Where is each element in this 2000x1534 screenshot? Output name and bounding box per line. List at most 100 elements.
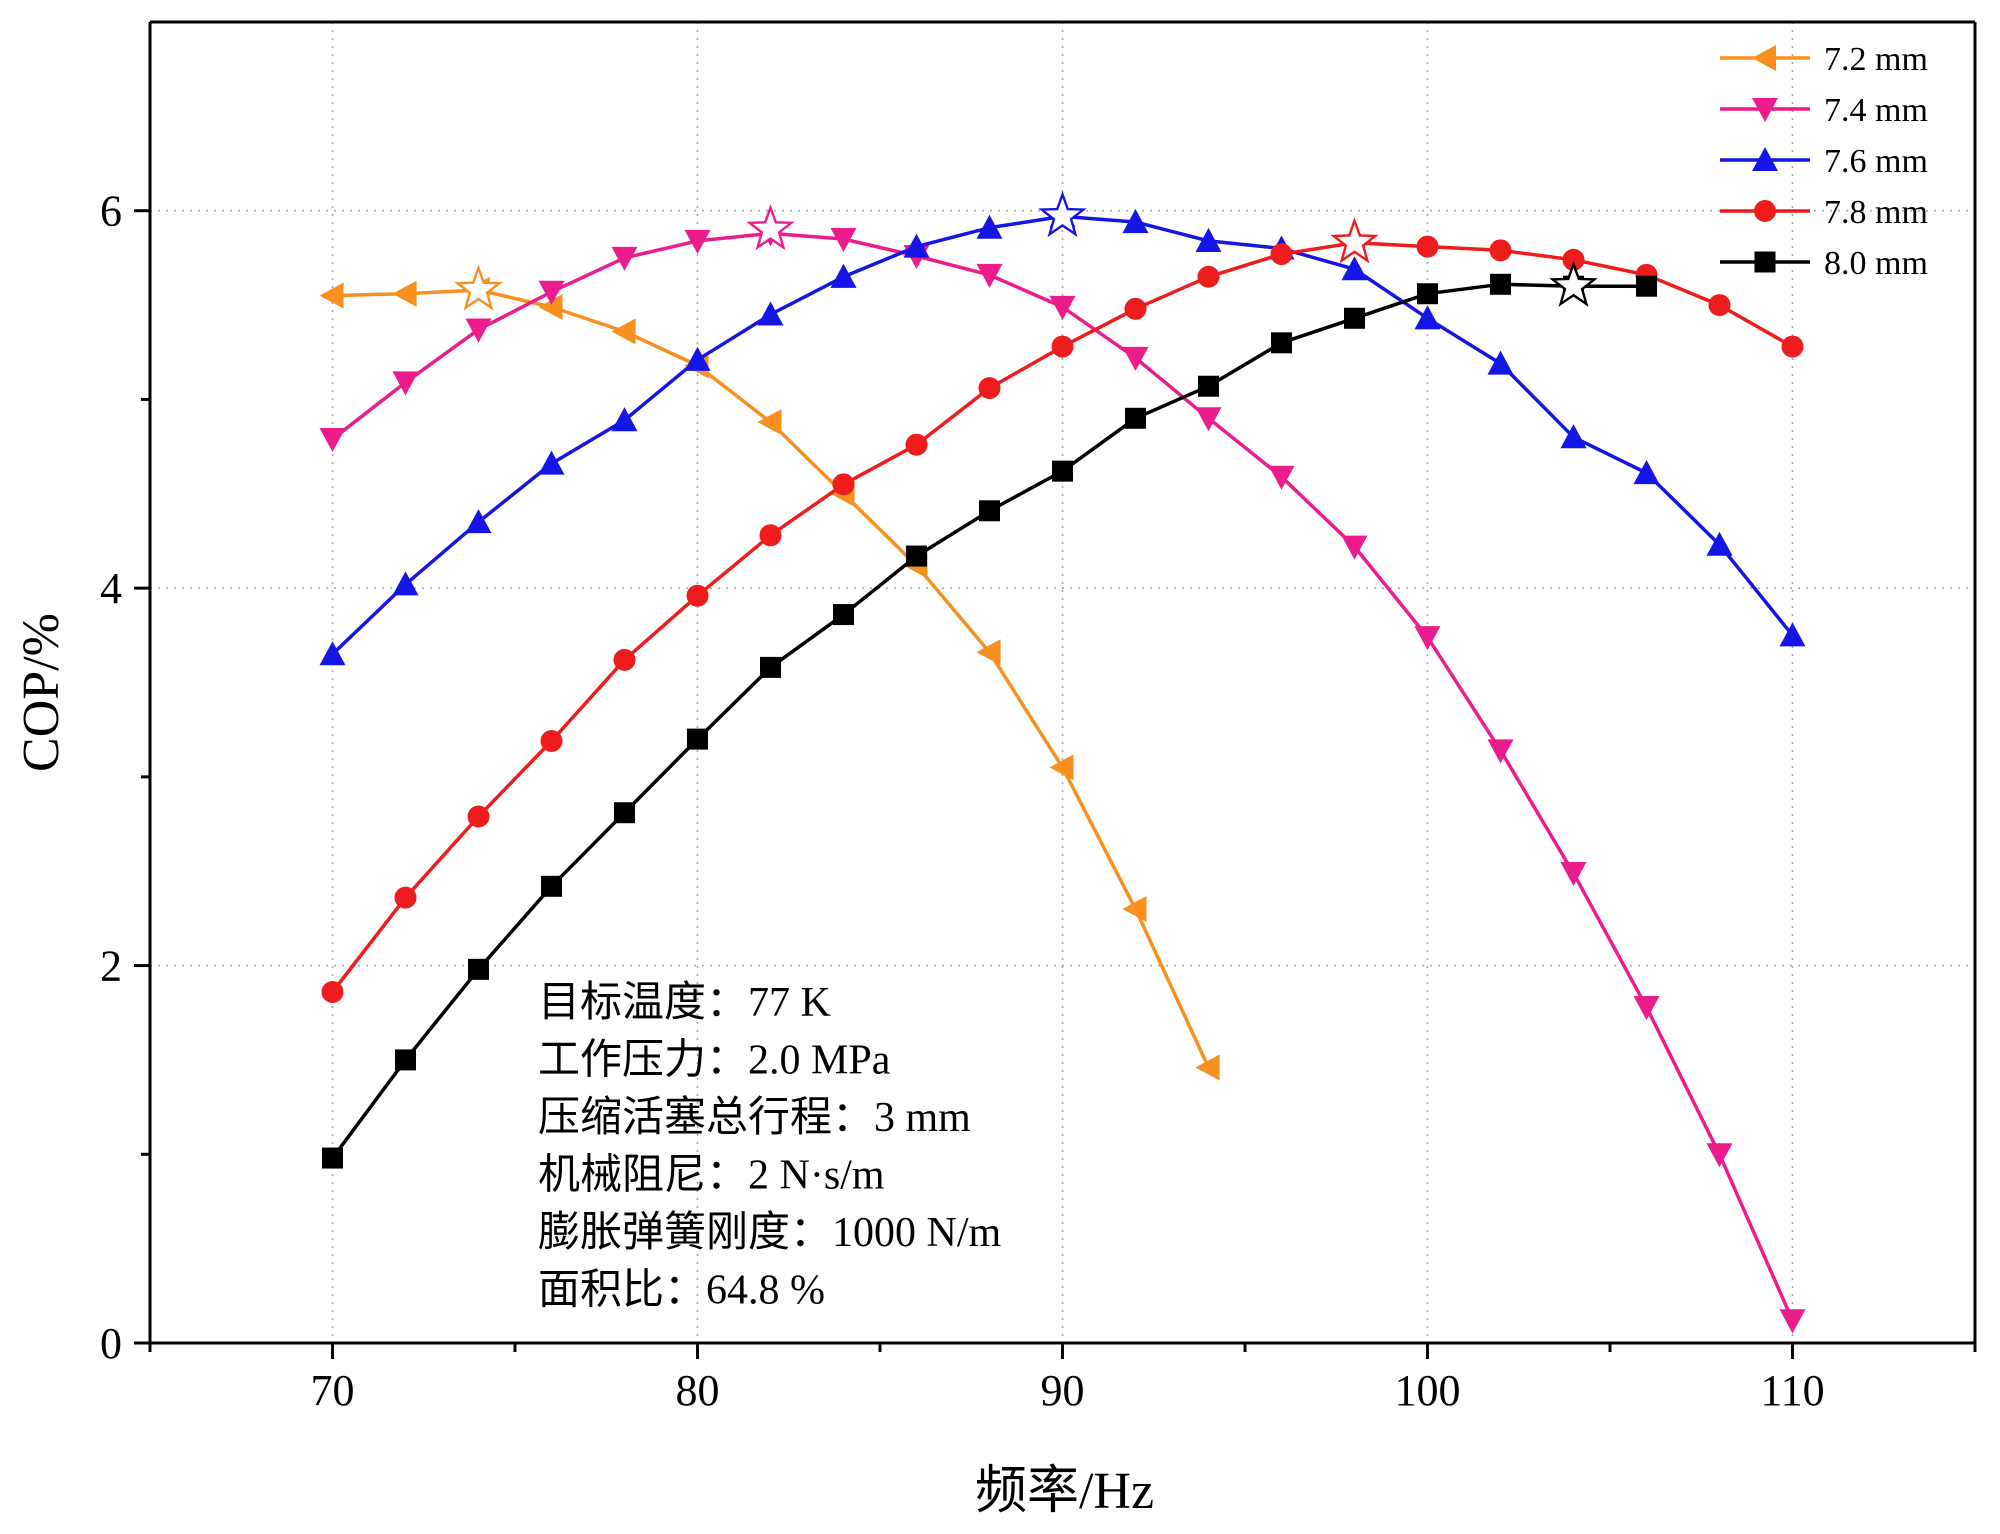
data-point [1197, 265, 1220, 288]
data-point [538, 293, 563, 320]
x-tick-label: 80 [676, 1366, 720, 1415]
y-axis-title: COP/% [13, 613, 70, 772]
data-point [686, 584, 709, 607]
data-point [1122, 209, 1149, 234]
optimum-star-marker [1330, 217, 1379, 264]
legend: 7.2 mm 7.4 mm 7.6 mm 7.8 mm 8.0 mm [1720, 41, 1928, 282]
data-point [1633, 460, 1660, 485]
data-point [976, 263, 1003, 288]
optimum-star-marker [1038, 190, 1087, 238]
data-point [757, 409, 782, 436]
data-point [1779, 1309, 1806, 1334]
data-point [1125, 407, 1146, 429]
data-point [1490, 273, 1511, 295]
axis-layer: 70 80 90 100 110 0 2 4 6 频率/Hz COP/% [13, 20, 1977, 1520]
legend-marker [1752, 97, 1778, 122]
data-point [1417, 283, 1438, 305]
data-point [1489, 239, 1512, 262]
series-4 [322, 260, 1657, 1169]
data-point [1271, 332, 1292, 354]
series-1 [319, 204, 1806, 1334]
parameter-note: 工作压力：2.0 MPa [538, 1038, 891, 1084]
data-point [322, 1147, 343, 1169]
data-point [392, 371, 419, 396]
data-point [906, 545, 927, 567]
data-point [538, 450, 565, 475]
data-point [1487, 739, 1514, 764]
optimum-star-marker [454, 264, 503, 311]
data-point [1341, 535, 1368, 560]
data-point [1268, 465, 1295, 490]
optimum-star-marker [746, 204, 795, 251]
data-point [1414, 305, 1441, 330]
annotation-box: 目标温度：77 K 工作压力：2.0 MPa 压缩活塞总行程：3 mm 机械阻尼：2 … [538, 980, 1002, 1314]
data-point [979, 500, 1000, 522]
data-point [395, 1049, 416, 1071]
data-point [1706, 1143, 1733, 1168]
data-point [760, 656, 781, 678]
data-point [321, 980, 344, 1003]
y-tick-label: 0 [100, 1319, 122, 1368]
data-point [1636, 275, 1657, 297]
data-point [1487, 350, 1514, 375]
data-point [1122, 346, 1149, 371]
data-point [319, 282, 344, 309]
data-point [1052, 460, 1073, 482]
legend-label: 7.8 mm [1824, 194, 1928, 231]
parameter-note: 膨胀弹簧刚度：1000 N/m [538, 1210, 1002, 1256]
legend-label: 7.2 mm [1824, 41, 1928, 78]
x-axis-title: 频率/Hz [975, 1463, 1154, 1520]
data-point [905, 433, 928, 456]
data-point [1341, 256, 1368, 281]
data-point [1198, 375, 1219, 397]
data-point [1049, 754, 1074, 781]
legend-marker [1752, 147, 1778, 172]
data-point [613, 648, 636, 671]
data-point [1562, 248, 1585, 271]
data-point [978, 377, 1001, 400]
data-point [1779, 622, 1806, 647]
data-point [1416, 235, 1439, 258]
legend-marker [1752, 45, 1777, 71]
data-point [319, 641, 346, 666]
optimum-star-marker [1549, 260, 1598, 307]
data-point [467, 805, 490, 828]
parameter-note: 压缩活塞总行程：3 mm [538, 1094, 971, 1141]
x-tick-label: 110 [1760, 1366, 1824, 1415]
data-point [684, 229, 711, 254]
data-point [1195, 407, 1222, 432]
data-point [1706, 531, 1733, 556]
legend-item: 7.8 mm [1720, 194, 1928, 231]
data-point [541, 875, 562, 897]
data-point [540, 730, 563, 753]
legend-marker [1754, 251, 1776, 273]
data-point [1270, 243, 1293, 266]
series-line [332, 288, 1211, 1069]
data-point [1122, 895, 1147, 922]
x-tick-label: 100 [1395, 1366, 1461, 1415]
x-tick-label: 70 [311, 1366, 355, 1415]
data-point [757, 301, 784, 326]
data-point [1781, 335, 1804, 358]
data-point [392, 280, 417, 307]
y-tick-label: 6 [100, 187, 122, 236]
data-point [976, 214, 1003, 239]
data-point [1195, 1054, 1220, 1081]
legend-item: 7.6 mm [1720, 143, 1928, 180]
legend-marker [1754, 200, 1776, 222]
y-tick-label: 2 [100, 942, 122, 991]
data-point [1344, 307, 1365, 329]
data-point [394, 886, 417, 909]
data-point [1560, 424, 1587, 449]
parameter-note: 目标温度：77 K [538, 980, 831, 1026]
series-line [331, 282, 1647, 1160]
data-point [830, 227, 857, 253]
data-point [833, 604, 854, 626]
x-tick-label: 90 [1041, 1366, 1085, 1415]
data-point [976, 639, 1001, 666]
data-point [903, 233, 930, 258]
data-point [1195, 227, 1222, 252]
data-point [1708, 294, 1731, 317]
